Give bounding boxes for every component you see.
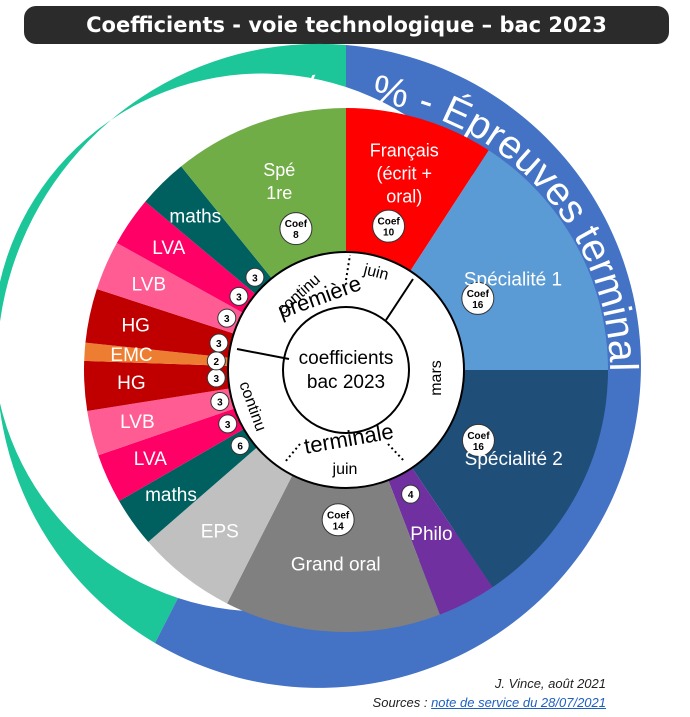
coef-badge-text: 3 — [217, 397, 223, 408]
segment-label: LVB — [120, 412, 155, 433]
ring-divider-dotted-bottom-left — [284, 443, 301, 463]
credit-sources: Sources : note de service du 28/07/2021 — [373, 695, 606, 710]
coef-badge — [209, 333, 229, 353]
segment-lvb — [96, 242, 250, 337]
ring-label-juin-top: juin — [361, 261, 390, 284]
segment-label: maths — [169, 207, 221, 228]
coef-badge-text: 3 — [224, 314, 230, 325]
ring-divider-left — [236, 348, 290, 360]
coef-badge — [245, 267, 265, 287]
ring-divider-right — [385, 278, 414, 321]
segment-eps — [148, 442, 297, 604]
coef-badge — [229, 286, 249, 306]
coef-badge — [321, 503, 355, 537]
center-circle — [282, 306, 410, 434]
coef-badge — [461, 281, 495, 315]
coef-badge-text: 3 — [225, 420, 231, 431]
coef-badge — [279, 212, 313, 246]
credit-sources-prefix: Sources : — [372, 695, 432, 710]
segment-label: Français (écrit + oral) — [370, 140, 439, 206]
coef-badge — [218, 414, 238, 434]
ring-label-mars: mars — [428, 360, 445, 396]
coef-badge — [217, 308, 237, 328]
coef-badge-text: 3 — [236, 292, 242, 303]
segment-hg — [83, 360, 238, 411]
segment-label: Philo — [410, 524, 452, 545]
coef-badge — [210, 391, 230, 411]
coef-badge — [461, 423, 495, 457]
segment-label: maths — [145, 485, 197, 506]
segment-grand-oral — [227, 468, 440, 632]
segment-label: Grand oral — [291, 555, 381, 576]
coef-badge-text: 6 — [237, 441, 243, 452]
ring-divider-dotted-top — [345, 254, 351, 281]
segment-sp-cialit-1 — [405, 150, 608, 370]
center-line-1: coefficients — [299, 348, 394, 369]
page-title: Coefficients - voie technologique – bac … — [24, 6, 669, 44]
segment-lvb — [87, 387, 242, 456]
segment-maths — [145, 166, 277, 300]
coef-badge-text: 3 — [252, 273, 258, 284]
coef-badge-text: Coef 14 — [327, 510, 350, 532]
coef-badge-text: Coef 16 — [467, 289, 490, 311]
segment-label: Spécialité 2 — [465, 449, 563, 470]
ring-label-juin-bottom: juin — [332, 461, 358, 478]
segment-label: HG — [117, 373, 146, 394]
segment-label: HG — [121, 315, 150, 336]
coef-badge-text: Coef 10 — [377, 217, 400, 239]
coef-badge — [401, 484, 421, 504]
segment-maths — [119, 425, 263, 542]
segment-label: LVA — [152, 238, 185, 259]
coef-badge-text: 2 — [214, 357, 220, 368]
segment-emc — [84, 342, 237, 367]
center-line-2: bac 2023 — [307, 372, 385, 393]
credit-author: J. Vince, août 2021 — [494, 676, 606, 691]
coef-badge-text: Coef 8 — [285, 219, 308, 241]
segment-label: Spé 1re — [263, 160, 295, 203]
segment-lva — [98, 405, 251, 501]
segment-label: LVA — [134, 449, 167, 470]
segment-label: Spécialité 1 — [464, 269, 562, 290]
coef-badge-text: 3 — [216, 339, 222, 350]
segment-label: LVB — [132, 274, 167, 295]
segment-hg — [85, 289, 242, 359]
segment-label: EPS — [201, 522, 239, 543]
segment-label: EMC — [110, 345, 152, 366]
coef-badge-text: 4 — [408, 490, 414, 501]
coef-badge — [372, 209, 406, 243]
segment-lva — [116, 201, 262, 317]
ring-divider-dotted-bottom-right — [387, 443, 406, 463]
credit-sources-link[interactable]: note de service du 28/07/2021 — [431, 695, 606, 710]
coef-badge-text: 3 — [213, 374, 219, 385]
coef-badge — [230, 435, 250, 455]
coef-badge-text: Coef 16 — [467, 431, 490, 453]
segment-sp-cialit-2 — [407, 370, 608, 588]
